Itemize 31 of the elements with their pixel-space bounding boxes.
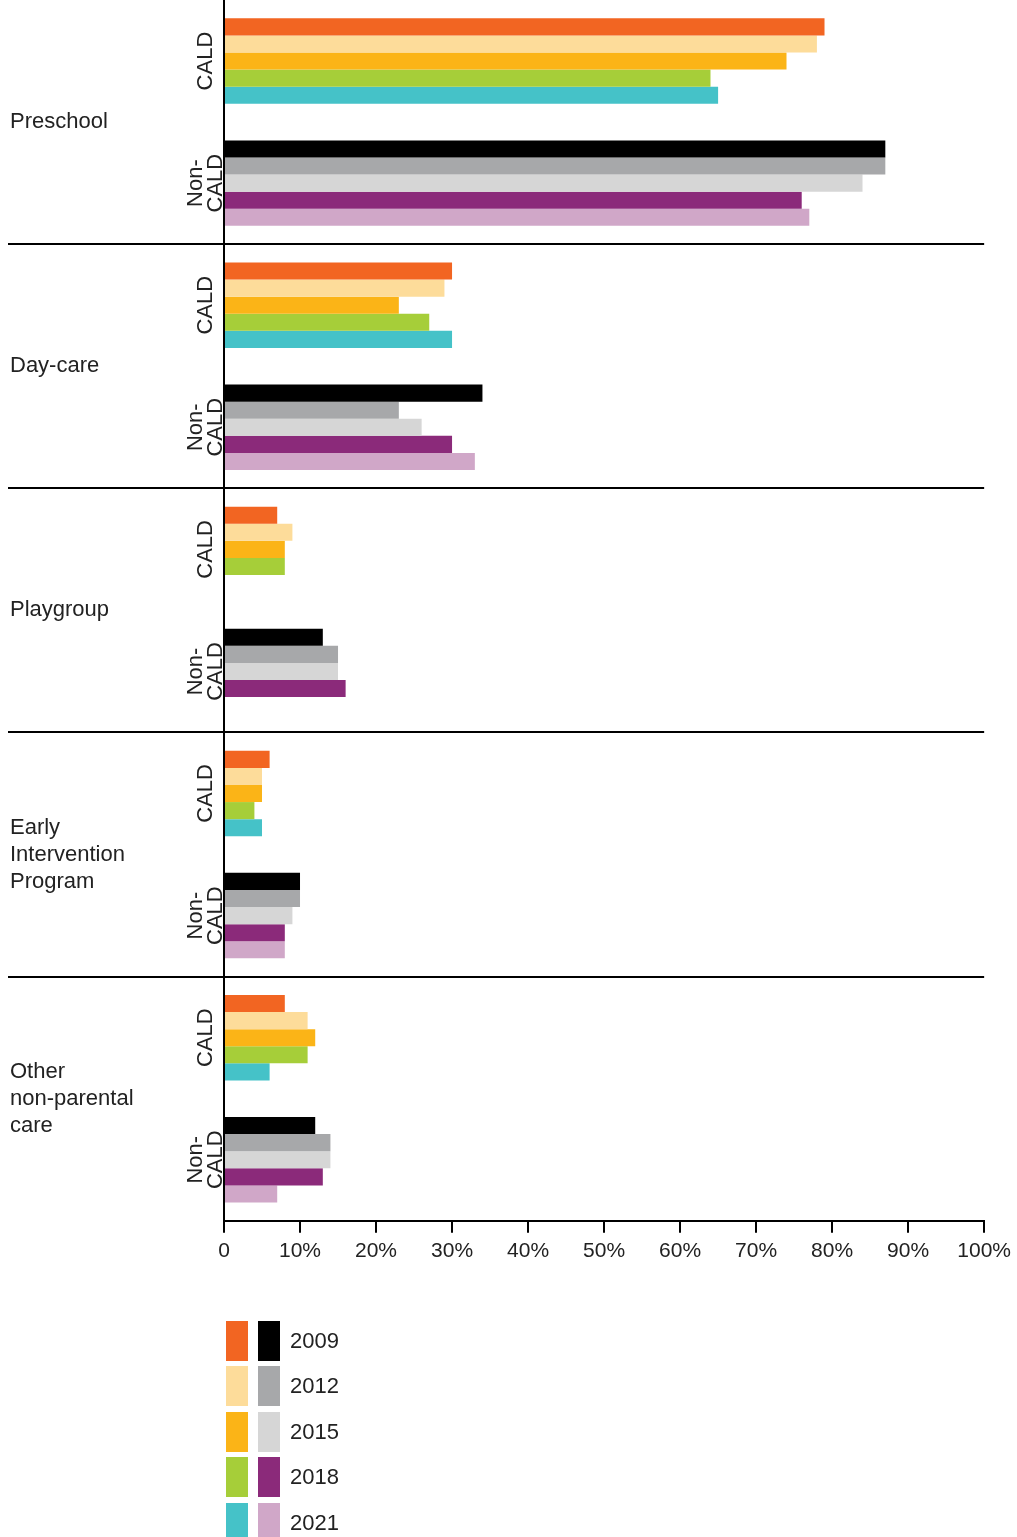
x-tick-label: 100%	[957, 1238, 1011, 1262]
x-tick-label: 0	[218, 1238, 230, 1262]
x-tick-label: 20%	[355, 1238, 398, 1262]
y-tick-label: Non-CALD	[182, 1130, 228, 1190]
x-tick-label: 10%	[279, 1238, 322, 1262]
y-tick-label: CALD	[192, 520, 218, 579]
y-tick-label: Non-CALD	[182, 153, 228, 213]
y-tick-label: CALD	[192, 275, 218, 335]
x-tick-label: 70%	[735, 1238, 778, 1262]
text: Early Intervention Program	[10, 813, 125, 893]
y-tick-label: Non-CALD	[182, 886, 228, 945]
legend-label: 2009	[290, 1327, 339, 1354]
legend-label: 2018	[290, 1464, 339, 1491]
y-tick-label: Non-CALD	[182, 642, 228, 701]
x-tick-label: 30%	[431, 1238, 474, 1262]
text: Day-care	[10, 352, 100, 378]
legend-label: 2015	[290, 1418, 339, 1445]
text: Playgroup	[10, 596, 110, 622]
text: Preschool	[10, 108, 108, 134]
x-tick-label: 80%	[811, 1238, 854, 1262]
y-tick-label: CALD	[192, 764, 218, 823]
x-tick-label: 90%	[887, 1238, 930, 1262]
x-tick-label: 60%	[659, 1238, 702, 1262]
x-tick-label: 40%	[507, 1238, 550, 1262]
x-tick-label: 50%	[583, 1238, 626, 1262]
y-tick-label: CALD	[192, 1008, 218, 1068]
y-tick-label: CALD	[192, 31, 218, 91]
y-tick-label: Non-CALD	[182, 397, 228, 457]
legend-label: 2012	[290, 1373, 339, 1400]
legend-label: 2021	[290, 1509, 339, 1536]
text: Other non-parental care	[10, 1057, 134, 1137]
